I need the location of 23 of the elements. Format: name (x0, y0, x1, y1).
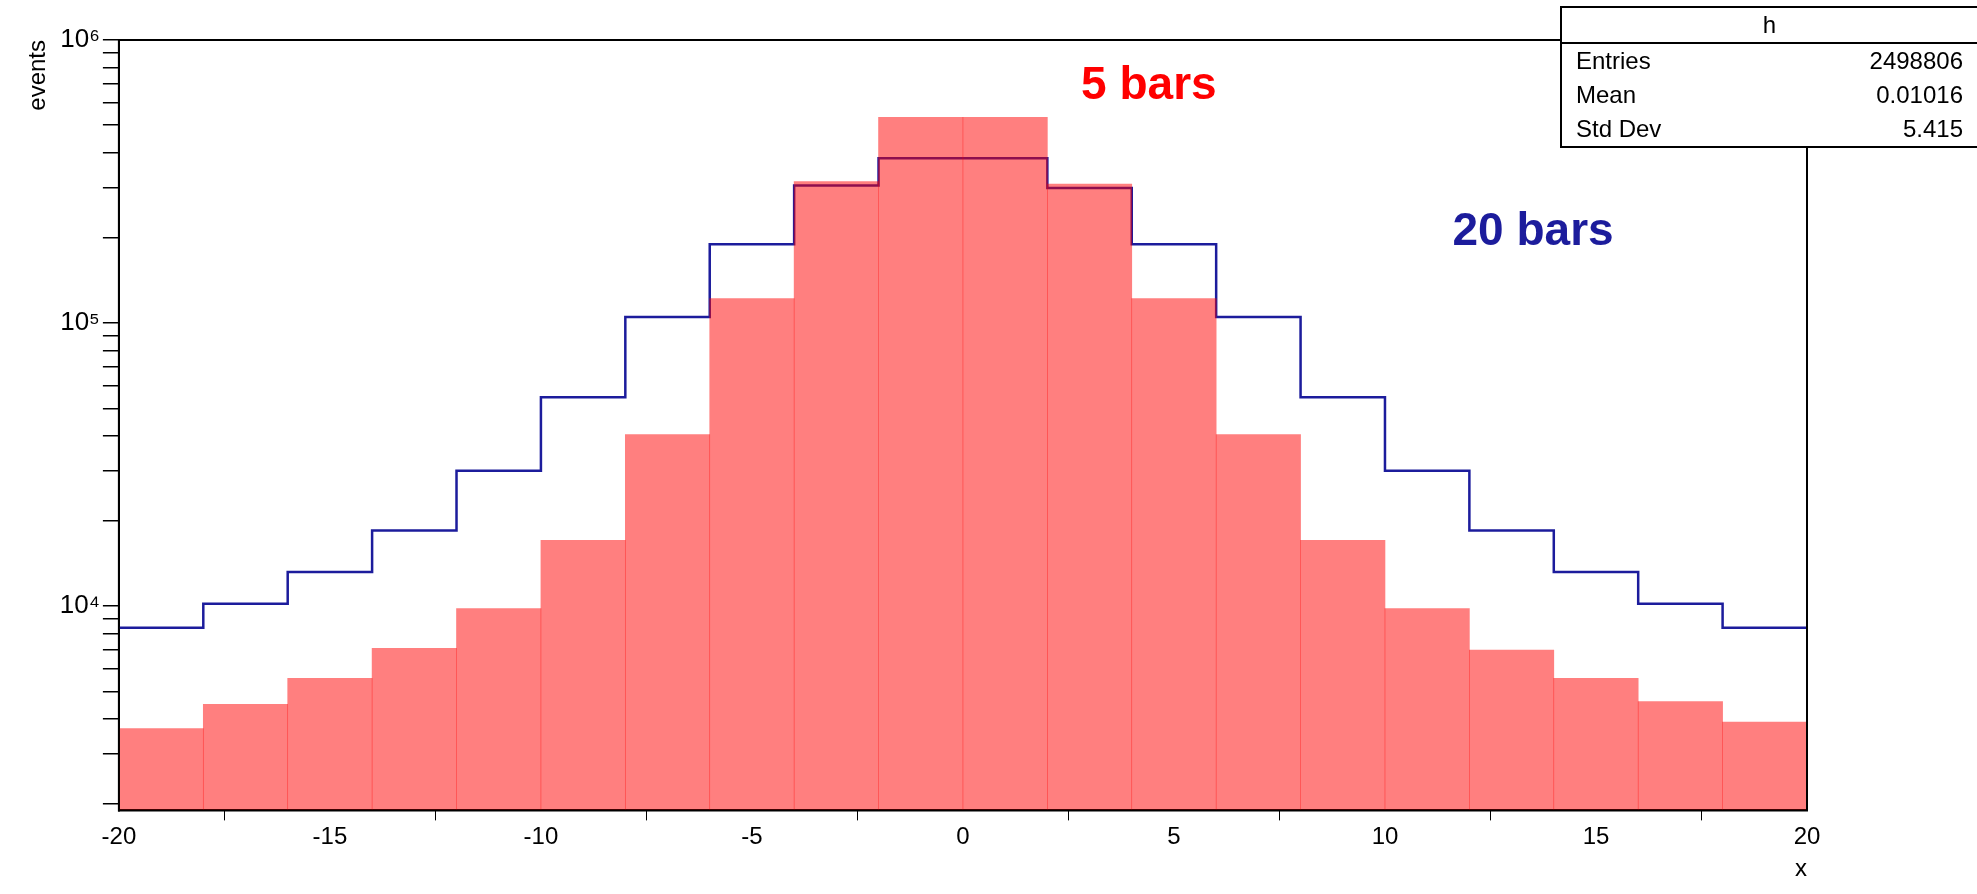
x-tick-label: 0 (956, 822, 970, 850)
text: 2498806 (1869, 47, 1963, 75)
x-tick-label: 10 (1371, 822, 1399, 850)
y-axis-title: events (23, 40, 51, 111)
text: h (1562, 8, 1977, 44)
annotation: Entries (1576, 47, 1651, 75)
text: 5.415 (1902, 115, 1963, 143)
y-tick-label: 10⁶ (60, 23, 100, 54)
annotation: Mean (1576, 81, 1637, 109)
y-tick-label: 10⁵ (60, 306, 100, 337)
x-tick-label: -15 (312, 822, 348, 850)
y-tick-label: 10⁴ (59, 589, 100, 620)
x-tick-label: 5 (1167, 822, 1181, 850)
x-tick-label: -20 (101, 822, 137, 850)
x-tick-label: -5 (741, 822, 763, 850)
x-tick-label: 15 (1582, 822, 1610, 850)
series-label: 5 bars (1081, 56, 1217, 109)
x-tick-label: -10 (523, 822, 559, 850)
annotation: Std Dev (1576, 115, 1662, 143)
text: 20 bars (1452, 203, 1614, 256)
x-axis-title: x (1795, 854, 1807, 882)
text: 0.01016 (1876, 81, 1963, 109)
x-tick-label: 20 (1793, 822, 1821, 850)
